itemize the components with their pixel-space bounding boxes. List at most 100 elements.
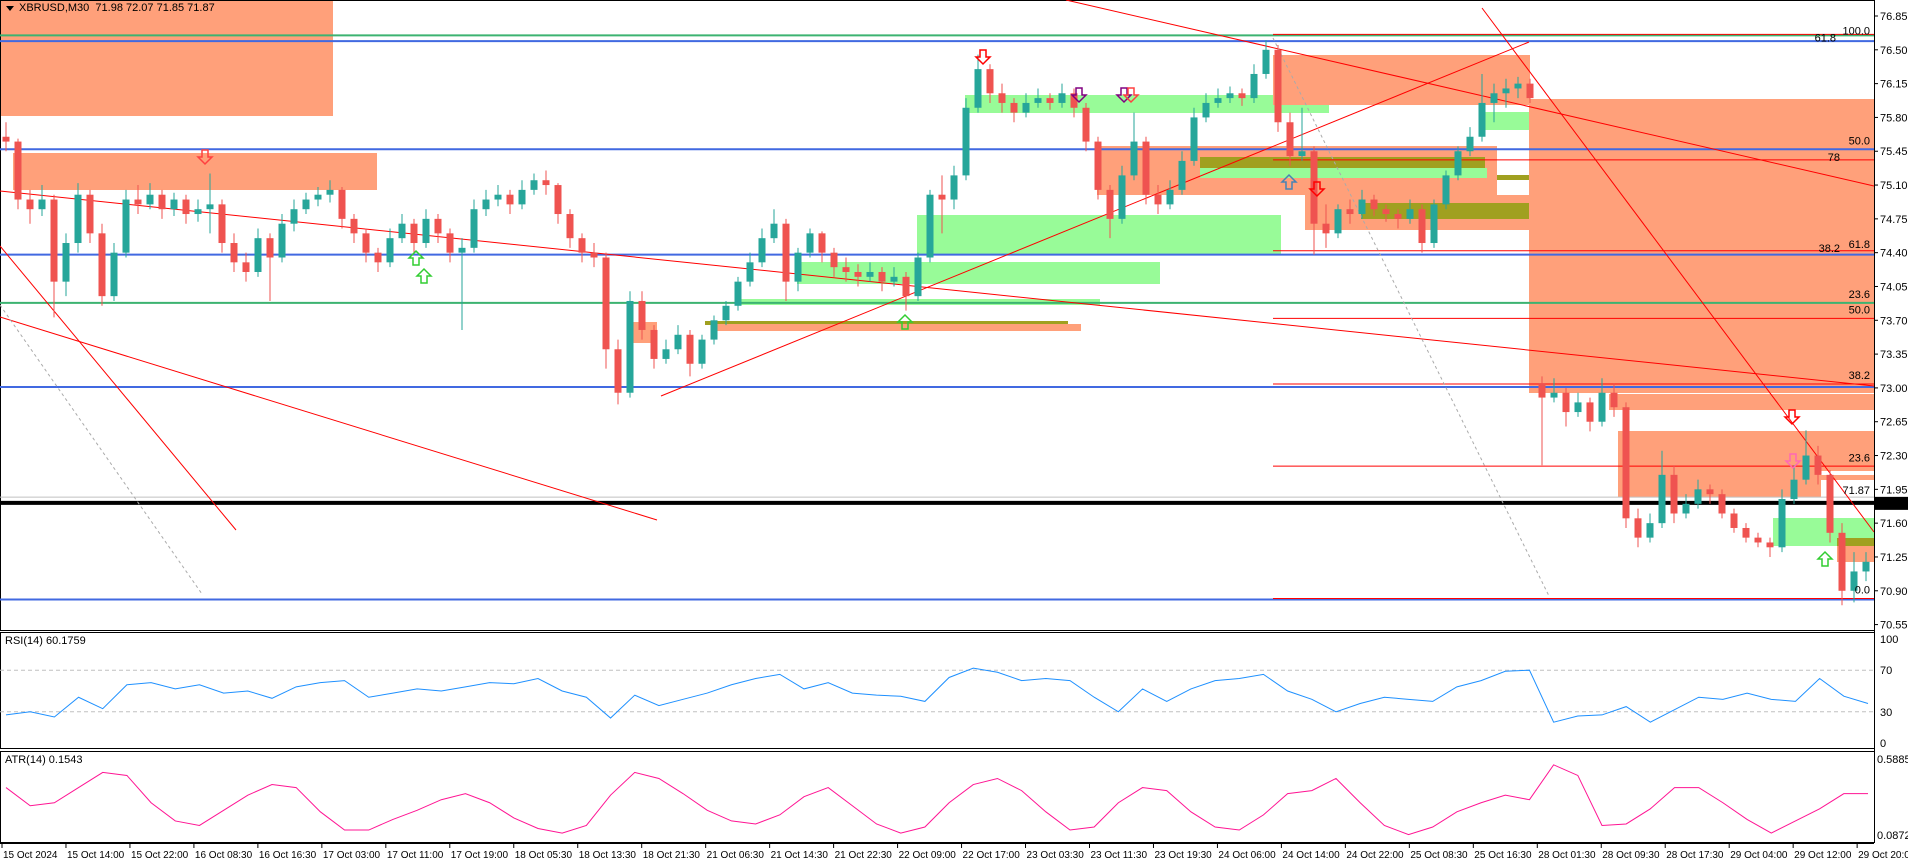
dropdown-triangle-icon[interactable] — [6, 5, 14, 11]
candle[interactable] — [1250, 73, 1258, 99]
candle[interactable] — [1562, 392, 1570, 413]
candle[interactable] — [398, 223, 406, 239]
candle[interactable] — [1670, 474, 1678, 514]
candle[interactable] — [194, 209, 202, 215]
candle[interactable] — [1358, 199, 1366, 215]
candle[interactable] — [938, 194, 946, 200]
candle[interactable] — [374, 252, 382, 263]
price-zone[interactable] — [1482, 112, 1529, 130]
candle[interactable] — [974, 69, 982, 108]
price-zone[interactable] — [705, 321, 1068, 325]
candle[interactable] — [926, 194, 934, 258]
candle[interactable] — [62, 243, 70, 282]
candle[interactable] — [26, 199, 34, 210]
candle[interactable] — [1514, 83, 1522, 89]
candle[interactable] — [1694, 489, 1702, 504]
candle[interactable] — [1142, 141, 1150, 195]
candle[interactable] — [962, 107, 970, 176]
candle[interactable] — [842, 267, 850, 272]
candle[interactable] — [422, 218, 430, 244]
candle[interactable] — [590, 252, 598, 258]
price-zone[interactable] — [1497, 175, 1529, 180]
candle[interactable] — [722, 305, 730, 321]
candle[interactable] — [1850, 571, 1858, 591]
candle[interactable] — [218, 204, 226, 244]
candle[interactable] — [1178, 160, 1186, 190]
candle[interactable] — [14, 141, 22, 200]
candle[interactable] — [698, 339, 706, 364]
candle[interactable] — [542, 180, 550, 186]
price-zone[interactable] — [1618, 431, 1821, 497]
trend-line[interactable] — [1065, 0, 1875, 187]
price-zone[interactable] — [717, 324, 1081, 331]
candle[interactable] — [1298, 151, 1306, 157]
candle[interactable] — [854, 271, 862, 277]
candle[interactable] — [530, 180, 538, 190]
candle[interactable] — [1418, 209, 1426, 244]
candle[interactable] — [1742, 527, 1750, 538]
candle[interactable] — [1718, 494, 1726, 514]
candle[interactable] — [98, 233, 106, 297]
candle[interactable] — [1730, 513, 1738, 528]
candle[interactable] — [578, 238, 586, 253]
price-zone[interactable] — [1821, 475, 1874, 480]
candle[interactable] — [1646, 523, 1654, 538]
candle[interactable] — [1658, 474, 1666, 524]
candle[interactable] — [902, 276, 910, 297]
candle[interactable] — [146, 194, 154, 205]
candle[interactable] — [482, 199, 490, 210]
candle[interactable] — [830, 252, 838, 268]
candle[interactable] — [1814, 455, 1822, 475]
candle[interactable] — [602, 257, 610, 350]
price-zone[interactable] — [917, 215, 1281, 255]
price-zone[interactable] — [965, 95, 1329, 113]
candle[interactable] — [998, 93, 1006, 103]
candle[interactable] — [1454, 151, 1462, 176]
candle[interactable] — [1478, 102, 1486, 137]
fib-diagonal-dotted-line[interactable] — [1272, 37, 1550, 597]
candle[interactable] — [686, 334, 694, 364]
candle[interactable] — [1286, 122, 1294, 157]
candle[interactable] — [1538, 383, 1546, 398]
candle[interactable] — [1826, 474, 1834, 533]
candle[interactable] — [518, 189, 526, 205]
price-zone[interactable] — [1609, 394, 1874, 410]
candle[interactable] — [1862, 561, 1870, 572]
candle[interactable] — [1130, 141, 1138, 176]
price-zone[interactable] — [1837, 538, 1874, 546]
trend-line[interactable] — [0, 316, 658, 521]
candle[interactable] — [458, 247, 466, 253]
trend-line[interactable] — [0, 190, 1875, 387]
candle[interactable] — [386, 238, 394, 263]
candle[interactable] — [434, 218, 442, 234]
candle[interactable] — [1094, 141, 1102, 190]
candle[interactable] — [806, 233, 814, 253]
candle[interactable] — [1802, 455, 1810, 480]
candle[interactable] — [1190, 117, 1198, 161]
candle[interactable] — [170, 199, 178, 210]
candle[interactable] — [290, 209, 298, 224]
candle[interactable] — [890, 276, 898, 282]
candle[interactable] — [638, 300, 646, 330]
candle[interactable] — [1682, 503, 1690, 514]
candle[interactable] — [1238, 93, 1246, 99]
candle[interactable] — [506, 194, 514, 205]
candle[interactable] — [122, 199, 130, 253]
candle[interactable] — [38, 199, 46, 210]
candle[interactable] — [302, 199, 310, 210]
candle[interactable] — [626, 300, 634, 393]
candle[interactable] — [266, 238, 274, 258]
trend-line[interactable] — [660, 41, 1530, 397]
candle[interactable] — [1118, 175, 1126, 219]
candle[interactable] — [1466, 136, 1474, 152]
candle[interactable] — [1490, 93, 1498, 103]
candle[interactable] — [1598, 392, 1606, 422]
candle[interactable] — [1226, 93, 1234, 99]
candle[interactable] — [1382, 209, 1390, 215]
candle[interactable] — [1406, 209, 1414, 219]
candle[interactable] — [1778, 499, 1786, 548]
candle[interactable] — [110, 252, 118, 297]
candle[interactable] — [1370, 199, 1378, 210]
candle[interactable] — [1610, 392, 1618, 408]
candle[interactable] — [242, 262, 250, 272]
